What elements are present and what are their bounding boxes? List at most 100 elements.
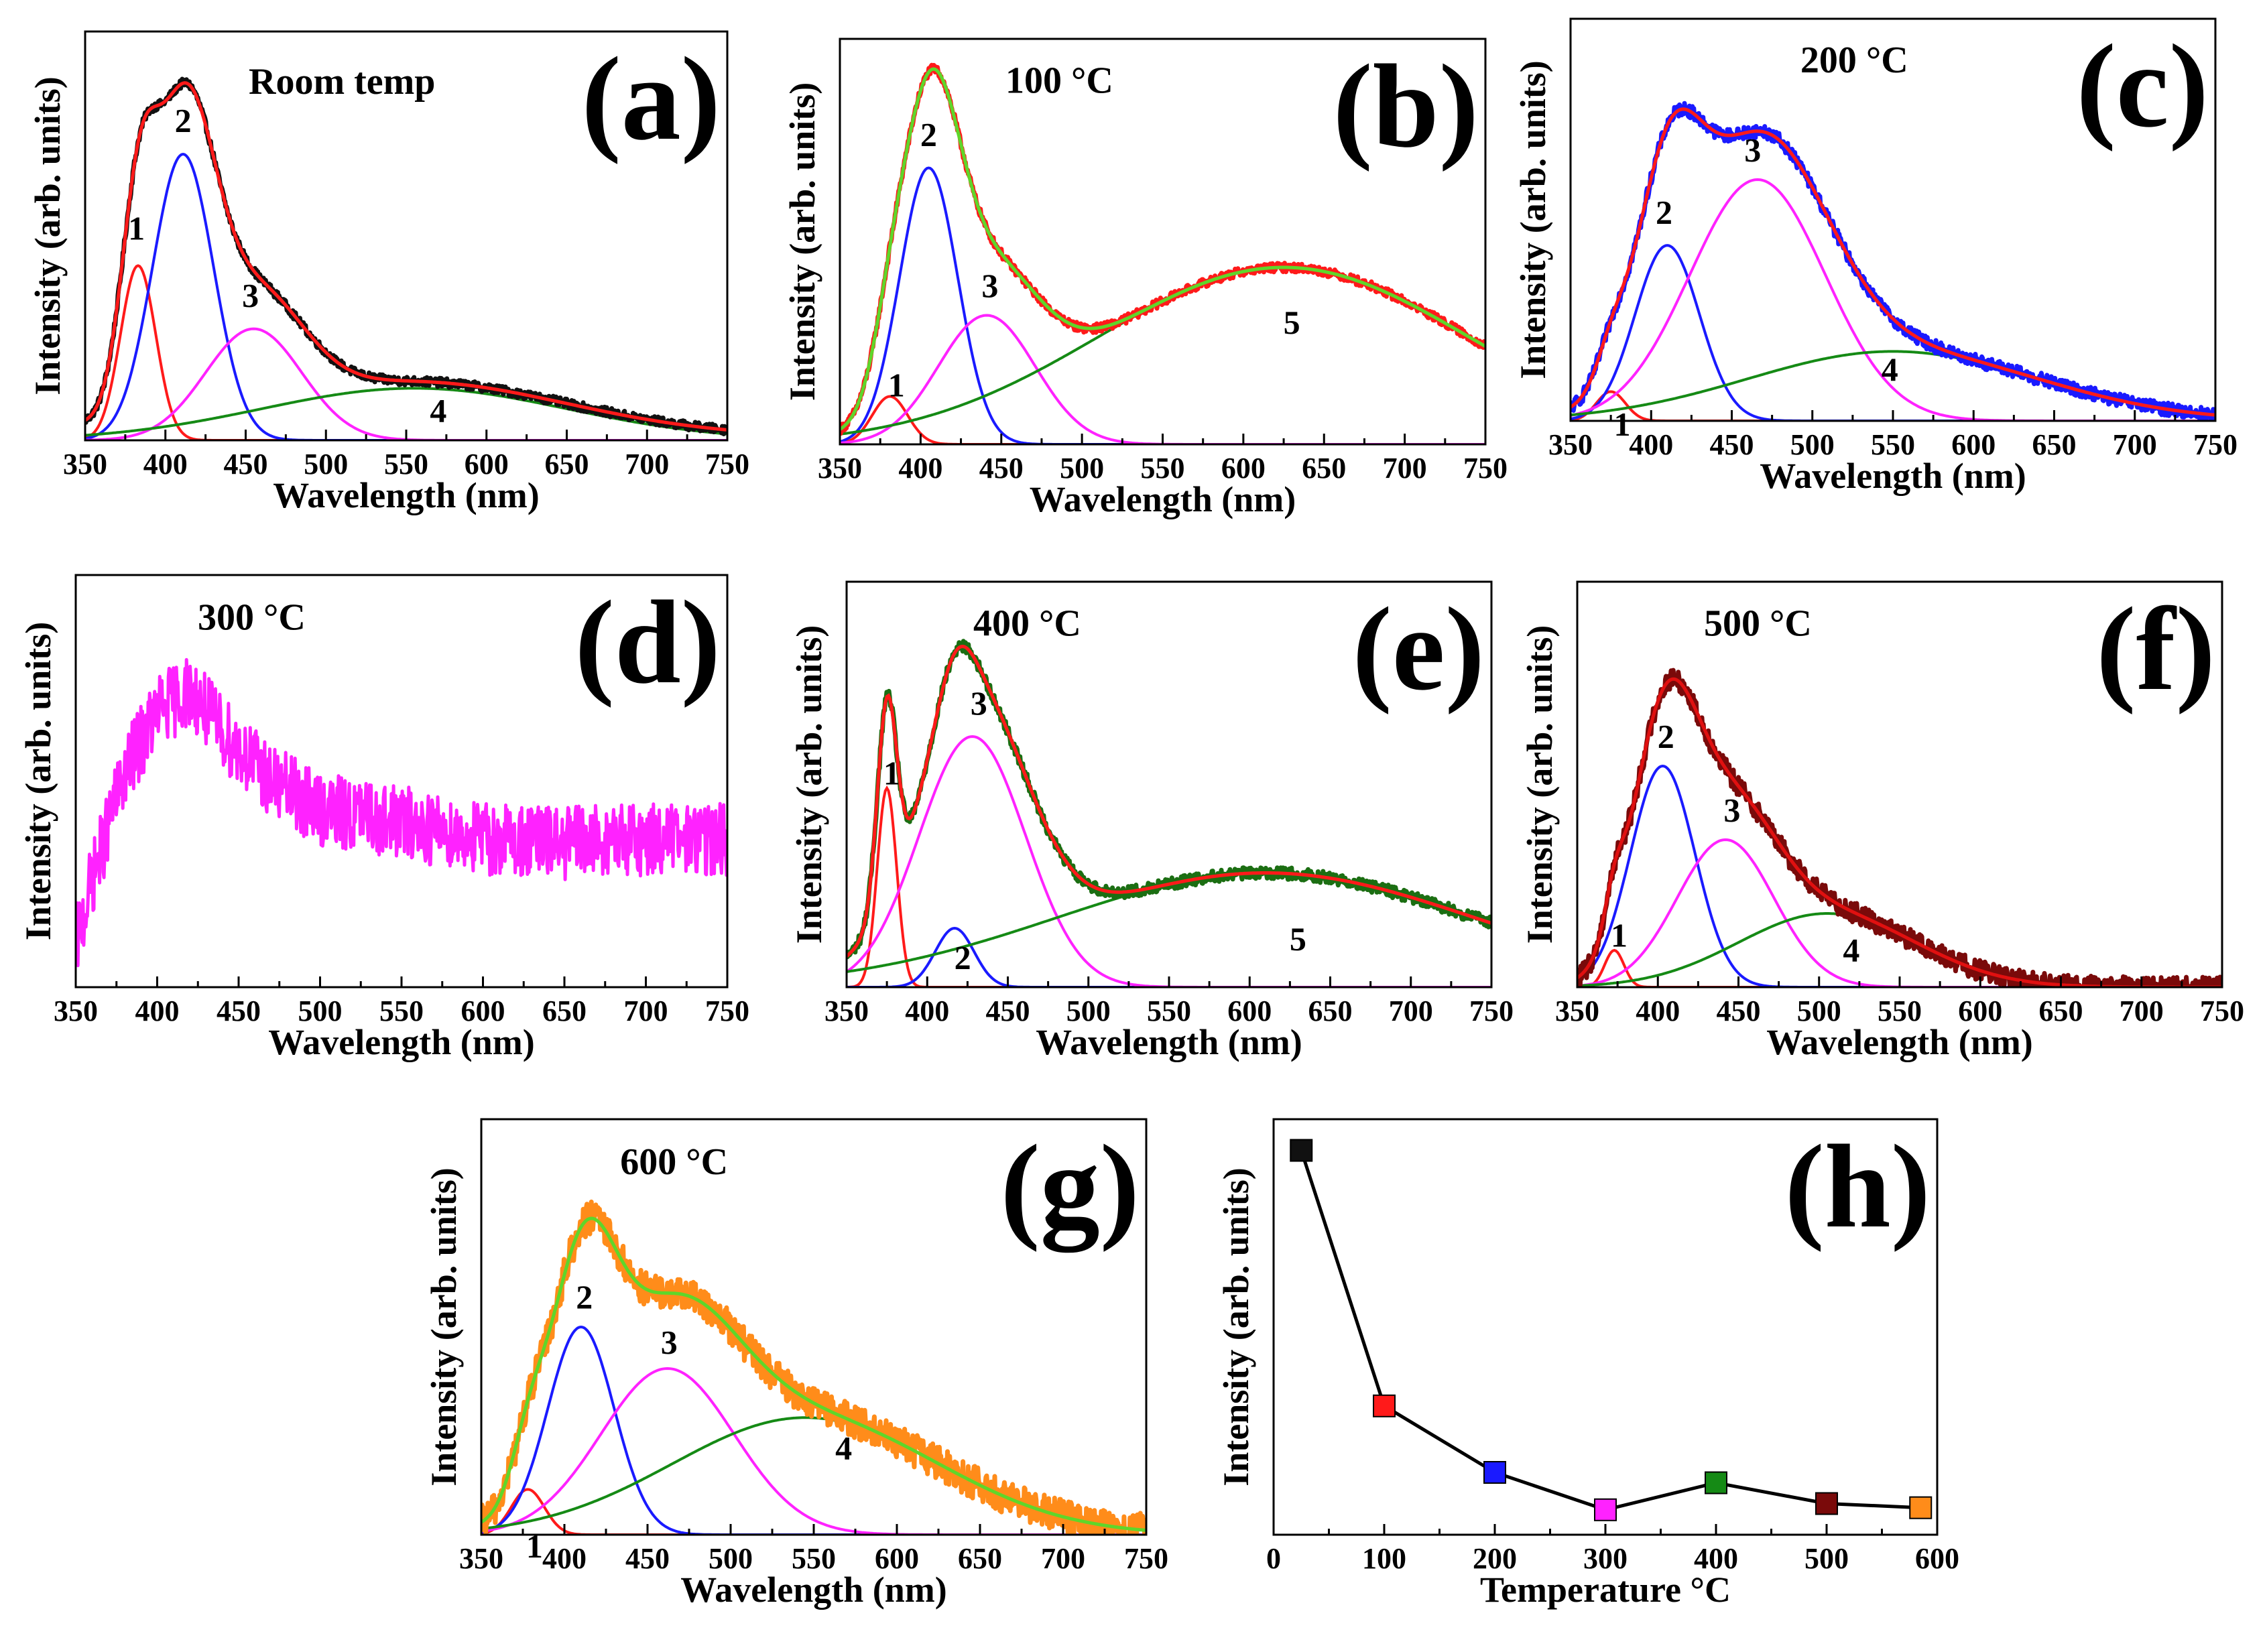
- peak-label-5: 5: [1290, 920, 1306, 958]
- x-axis-label: Wavelength (nm): [1036, 1022, 1302, 1062]
- plot-area: [1571, 101, 2215, 421]
- fit-curve: [85, 81, 727, 432]
- panel-title: 200 °C: [1800, 40, 1908, 81]
- peak-label-2: 2: [1658, 718, 1674, 755]
- x-tick-label: 700: [1389, 995, 1433, 1027]
- peak-2-curve: [1571, 244, 2215, 421]
- data-point-6: [1909, 1496, 1933, 1519]
- plot-area: [481, 1199, 1146, 1535]
- peak-label-1: 1: [1611, 917, 1628, 954]
- panel-title: 500 °C: [1704, 603, 1812, 645]
- y-axis-label: Intensity (arb. units): [1513, 60, 1553, 379]
- x-tick-label: 650: [545, 448, 589, 481]
- x-tick-label: 700: [624, 995, 668, 1027]
- peak-label-2: 2: [920, 116, 937, 153]
- x-tick-label: 550: [379, 995, 424, 1027]
- panel-label: (e): [1352, 582, 1485, 715]
- panel-h: 0 100 200 300 400 500 600 Temperature °C Intensi…: [1216, 1118, 1959, 1610]
- peak-label-4: 4: [1882, 351, 1898, 388]
- x-tick-label: 650: [1308, 995, 1353, 1027]
- x-axis-label: Wavelength (nm): [1030, 479, 1296, 519]
- x-axis-label: Wavelength (nm): [273, 475, 540, 515]
- peak-label-3: 3: [981, 267, 998, 304]
- data-point-2: [1483, 1461, 1506, 1484]
- x-tick-label: 350: [459, 1542, 503, 1575]
- x-tick-label: 350: [824, 995, 869, 1027]
- x-axis-label: Wavelength (nm): [268, 1022, 535, 1062]
- x-tick-label: 350: [63, 448, 107, 481]
- x-tick-label: 400: [905, 995, 949, 1027]
- panel-label: (c): [2076, 19, 2209, 152]
- x-tick-label: 750: [2200, 995, 2244, 1027]
- x-tick-label: 400: [1694, 1542, 1738, 1575]
- peak-label-4: 4: [835, 1429, 852, 1466]
- x-tick-label: 550: [1878, 995, 1922, 1027]
- x-tick-label: 450: [625, 1542, 670, 1575]
- peak-label-1: 1: [128, 210, 145, 247]
- panel-title: 400 °C: [973, 603, 1081, 645]
- panel-e: 1 2 3 5 350 400 450 500 550 600 650 700 750 Wavelengt…: [789, 580, 1514, 1062]
- x-tick-label: 750: [1463, 452, 1508, 485]
- peak-2-curve: [847, 926, 1491, 987]
- y-axis-label: Intensity (arb. units): [789, 625, 829, 944]
- x-tick-label: 350: [818, 452, 862, 485]
- x-tick-label: 400: [135, 995, 180, 1027]
- x-tick-label: 550: [384, 448, 428, 481]
- panel-title: 300 °C: [198, 597, 306, 639]
- x-tick-label: 700: [1041, 1542, 1085, 1575]
- x-tick-label: 550: [792, 1542, 836, 1575]
- x-tick-label: 400: [542, 1542, 587, 1575]
- data-point-5: [1815, 1492, 1838, 1515]
- data-point-3: [1594, 1498, 1617, 1521]
- x-tick-label: 600: [1951, 428, 1996, 461]
- peak-label-4: 4: [430, 391, 446, 429]
- peak-label-5: 5: [1284, 304, 1300, 341]
- peak-label-3: 3: [1744, 131, 1761, 169]
- y-axis-label: Intensity (arb. units): [782, 82, 822, 401]
- x-tick-label: 450: [224, 448, 268, 481]
- peak-3-curve: [1571, 178, 2215, 421]
- panel-label: (a): [581, 32, 721, 165]
- x-tick-label: 350: [1548, 428, 1593, 461]
- x-tick-label: 400: [143, 448, 188, 481]
- peak-label-2: 2: [1656, 193, 1672, 231]
- peak-label-3: 3: [242, 276, 259, 314]
- panel-g: 1 2 3 4 350 400 450 500 550 600 650 700 750 Wavelengt…: [424, 1118, 1168, 1610]
- plot-area: [76, 657, 727, 968]
- y-axis-label: Intensity (arb. units): [424, 1167, 464, 1486]
- data-point-1: [1373, 1394, 1396, 1417]
- panel-title: Room temp: [249, 61, 435, 103]
- x-tick-label: 200: [1473, 1542, 1517, 1575]
- x-tick-label: 650: [958, 1542, 1002, 1575]
- x-tick-label: 450: [217, 995, 261, 1027]
- x-tick-label: 550: [1141, 452, 1185, 485]
- panel-label: (g): [1000, 1120, 1140, 1253]
- x-tick-label: 750: [705, 448, 749, 481]
- fit-curve: [840, 67, 1485, 431]
- panel-title: 600 °C: [620, 1141, 728, 1183]
- x-tick-label: 450: [979, 452, 1024, 485]
- x-tick-label: 600: [1227, 995, 1272, 1027]
- x-tick-label: 600: [1958, 995, 2002, 1027]
- peak-2-curve: [840, 166, 1485, 444]
- peak-label-1: 1: [883, 755, 900, 792]
- x-tick-label: 700: [2120, 995, 2164, 1027]
- x-tick-label: 750: [2193, 428, 2238, 461]
- fit-curve: [481, 1216, 1146, 1532]
- x-tick-label: 650: [2032, 428, 2077, 461]
- x-tick-label: 500: [304, 448, 348, 481]
- x-tick-label: 750: [705, 995, 749, 1027]
- x-tick-label: 500: [298, 995, 343, 1027]
- x-tick-label: 500: [709, 1542, 753, 1575]
- panel-d: 350 400 450 500 550 600 650 700 750 Wavelength (n…: [18, 574, 749, 1062]
- peak-label-1: 1: [888, 367, 905, 404]
- plot-area: [1290, 1139, 1933, 1521]
- x-tick-label: 400: [1636, 995, 1680, 1027]
- peak-1-curve: [85, 264, 727, 440]
- peak-3-curve: [481, 1367, 1146, 1535]
- y-axis-label: Intensity (arb. units): [18, 622, 58, 941]
- panel-c: 1 2 3 4 350 400 450 500 550 600 650 700 750 Wavelengt…: [1513, 17, 2238, 496]
- x-tick-label: 600: [1221, 452, 1266, 485]
- peak-label-2: 2: [955, 939, 971, 976]
